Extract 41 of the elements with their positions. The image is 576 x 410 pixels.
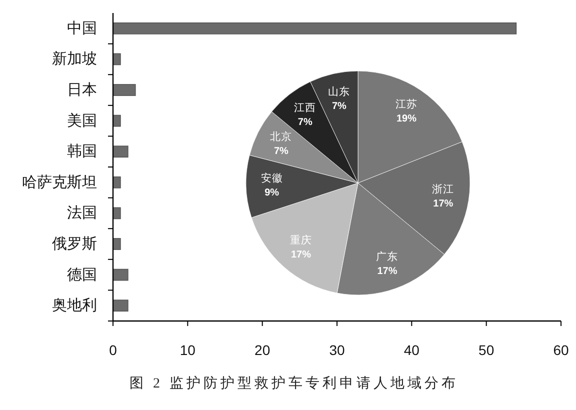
- x-tick-label: 20: [254, 342, 270, 358]
- x-tick-label: 50: [478, 342, 494, 358]
- y-tick-label: 奥地利: [52, 297, 97, 314]
- x-tick-label: 40: [404, 342, 420, 358]
- bar: [112, 238, 121, 250]
- y-tick-label: 中国: [67, 20, 97, 37]
- slice-label: 广东: [376, 250, 398, 264]
- y-tick-label: 德国: [67, 266, 97, 284]
- slice-label: 浙江: [432, 182, 454, 196]
- slice-label: 江西: [294, 102, 316, 114]
- data-label: 19%: [396, 114, 417, 125]
- data-label: 17%: [290, 250, 312, 261]
- x-tick-label: 0: [109, 342, 118, 358]
- y-tick-label: 美国: [67, 112, 97, 130]
- slice-label: 北京: [270, 130, 292, 143]
- bar: [112, 300, 128, 312]
- data-label: 7%: [298, 116, 312, 128]
- bar: [112, 22, 517, 34]
- y-tick-label: 哈萨克斯坦: [22, 174, 97, 191]
- x-tick-label: 60: [553, 342, 569, 358]
- y-tick-label: 法国: [67, 204, 97, 222]
- data-label: 9%: [264, 188, 280, 199]
- y-tick-label: 新加坡: [52, 50, 97, 68]
- x-tick-label: 10: [180, 342, 196, 358]
- data-label: 7%: [274, 146, 288, 157]
- y-tick-label: 日本: [67, 82, 97, 98]
- caption: 图 2 监护防护型救护车专利申请人地域分布: [130, 376, 458, 392]
- y-tick-label: 韩国: [67, 143, 97, 160]
- bar: [112, 176, 121, 188]
- x-tick-label: 30: [329, 342, 345, 358]
- bar: [112, 146, 128, 158]
- bar: [112, 84, 136, 96]
- slice-label: 安徽: [260, 172, 283, 185]
- y-tick-label: 俄罗斯: [52, 236, 97, 252]
- data-label: 17%: [377, 266, 398, 278]
- slice-label: 山东: [328, 84, 350, 98]
- data-label: 17%: [433, 198, 454, 210]
- data-label: 7%: [332, 100, 347, 112]
- slice-label: 重庆: [290, 234, 312, 247]
- slice-label: 江苏: [395, 98, 418, 111]
- bar: [112, 268, 128, 281]
